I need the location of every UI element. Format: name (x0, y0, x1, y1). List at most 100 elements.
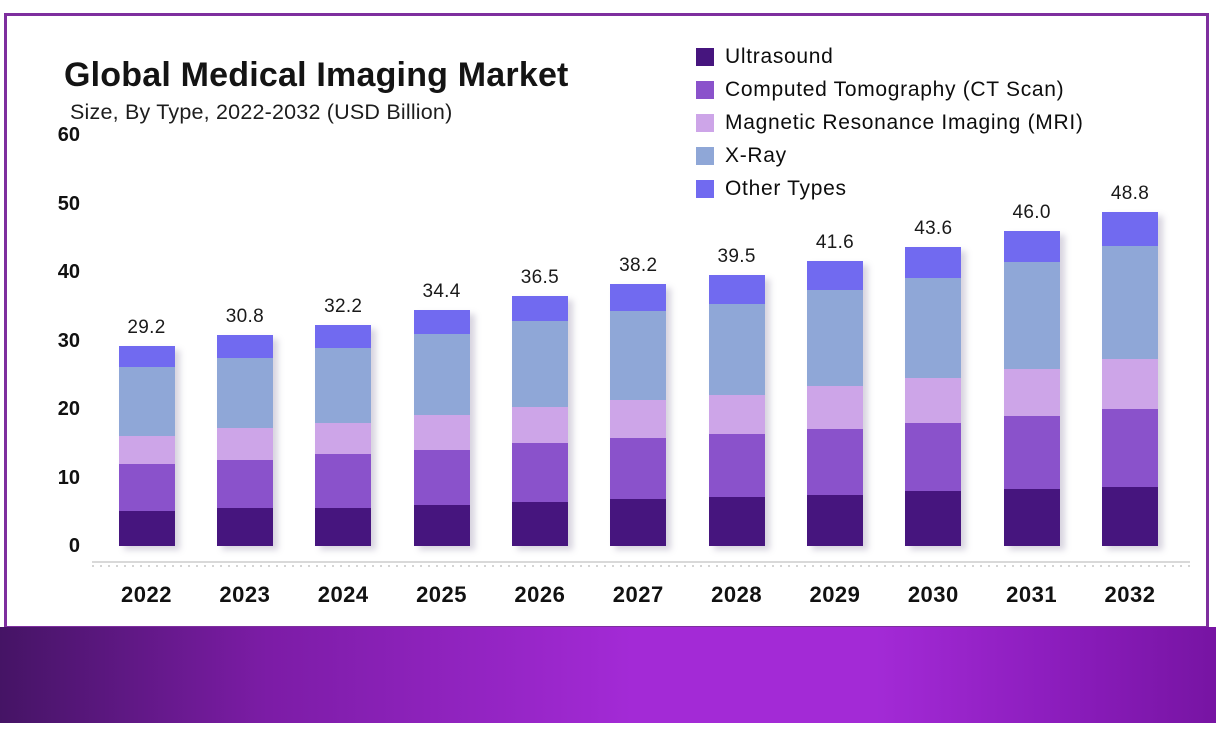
x-axis-label: 2027 (612, 582, 664, 607)
bar-segment (708, 303, 765, 395)
bar-segment (1102, 358, 1158, 409)
x-axis-label: 2030 (907, 582, 959, 607)
legend-swatch-icon (696, 80, 714, 99)
bar-segment (413, 310, 470, 335)
bar-segment (1003, 261, 1060, 369)
bar-total-label: 39.5 (717, 246, 756, 268)
bar-segment (905, 422, 962, 492)
x-axis-label: 2022 (121, 582, 172, 607)
bar-segment (118, 367, 175, 436)
bar-segment (806, 429, 863, 496)
bar-segment (610, 498, 667, 546)
chart-legend: Ultrasound Computed Tomography (CT Scan) M… (696, 40, 1084, 205)
bar-segment (216, 335, 273, 358)
bar-segment (1003, 415, 1060, 490)
y-axis-tick-label: 20 (57, 398, 80, 420)
bar-segment (610, 311, 667, 401)
bar-total-label: 36.5 (520, 266, 559, 288)
bar-segment (315, 325, 372, 349)
bar-segment (511, 502, 568, 546)
page-subtitle: Size, By Type, 2022-2032 (USD Billion) (70, 100, 453, 124)
x-axis-line (92, 561, 1190, 563)
bar-segment (216, 428, 273, 460)
bar-2029 (806, 261, 863, 546)
bar-2028 (708, 275, 765, 546)
bar-segment (118, 435, 175, 464)
bar-segment (905, 491, 962, 546)
bar-total-label: 32.2 (324, 296, 363, 318)
bar-segment (216, 508, 273, 546)
bar-2030 (905, 247, 962, 546)
legend-swatch-icon (696, 113, 714, 132)
x-axis-label: 2025 (416, 582, 468, 607)
bar-segment (806, 261, 863, 290)
legend-label: Computed Tomography (CT Scan) (725, 77, 1065, 101)
bar-segment (1102, 245, 1158, 359)
y-axis-tick-label: 60 (57, 124, 80, 146)
bar-segment (413, 334, 470, 416)
bar-segment (708, 497, 765, 546)
bar-segment (216, 459, 273, 509)
bar-2026 (511, 295, 568, 546)
bar-2023 (216, 335, 273, 546)
legend-item: Ultrasound (696, 40, 1084, 73)
x-axis-ticks (92, 565, 1190, 567)
bar-segment (511, 295, 568, 322)
bar-total-label: 48.8 (1110, 182, 1150, 204)
bar-2022 (118, 345, 175, 546)
bar-segment (806, 386, 863, 430)
x-axis-label: 2024 (317, 582, 369, 607)
bar-segment (315, 422, 372, 455)
bar-2025 (413, 310, 470, 546)
bar-segment (708, 275, 765, 304)
bar-segment (413, 415, 470, 451)
y-axis-tick-label: 30 (57, 329, 80, 352)
legend-label: X-Ray (725, 143, 787, 167)
bar-segment (905, 247, 962, 279)
bar-total-label: 41.6 (815, 232, 855, 254)
bar-segment (708, 394, 765, 435)
bar-segment (315, 348, 372, 423)
bar-segment (511, 321, 568, 407)
bar-segment (610, 284, 667, 312)
bar-segment (413, 504, 470, 546)
legend-item: Magnetic Resonance Imaging (MRI) (696, 106, 1084, 139)
legend-swatch-icon (696, 179, 714, 198)
legend-label: Magnetic Resonance Imaging (MRI) (725, 110, 1084, 134)
bar-2031 (1003, 230, 1060, 546)
legend-swatch-icon (696, 47, 714, 66)
bar-segment (1102, 211, 1158, 246)
bar-segment (708, 434, 765, 498)
legend-label: Ultrasound (725, 44, 834, 68)
bar-total-label: 30.8 (225, 306, 264, 328)
bar-segment (1102, 408, 1158, 488)
bar-2032 (1102, 211, 1158, 546)
bar-segment (1003, 368, 1060, 416)
legend-label: Other Types (725, 176, 847, 200)
bar-segment (1003, 230, 1060, 262)
y-axis-tick-label: 10 (57, 466, 80, 489)
bar-segment (315, 454, 372, 508)
bar-segment (1102, 487, 1158, 546)
bar-total-label: 43.6 (914, 218, 953, 240)
cagr-banner: The Market will Grow At the CAGR of: 5.4… (0, 627, 1216, 723)
bar-segment (413, 450, 470, 505)
bar-total-label: 46.0 (1012, 201, 1051, 223)
x-axis-label: 2028 (711, 582, 763, 607)
legend-item: Other Types (696, 172, 1084, 205)
bar-segment (806, 289, 863, 387)
legend-item: X-Ray (696, 139, 1084, 172)
bar-segment (511, 443, 568, 503)
bar-total-label: 29.2 (127, 316, 166, 338)
page-title: Global Medical Imaging Market (64, 56, 569, 94)
bar-segment (610, 400, 667, 438)
chart-card: Global Medical Imaging Market Size, By T… (4, 13, 1209, 629)
bar-total-label: 34.4 (422, 281, 461, 303)
bar-segment (1003, 489, 1060, 546)
y-axis-tick-label: 40 (57, 261, 80, 283)
bar-segment (315, 507, 372, 546)
y-axis-tick-label: 0 (68, 535, 80, 557)
bar-segment (905, 378, 962, 423)
legend-item: Computed Tomography (CT Scan) (696, 73, 1084, 106)
